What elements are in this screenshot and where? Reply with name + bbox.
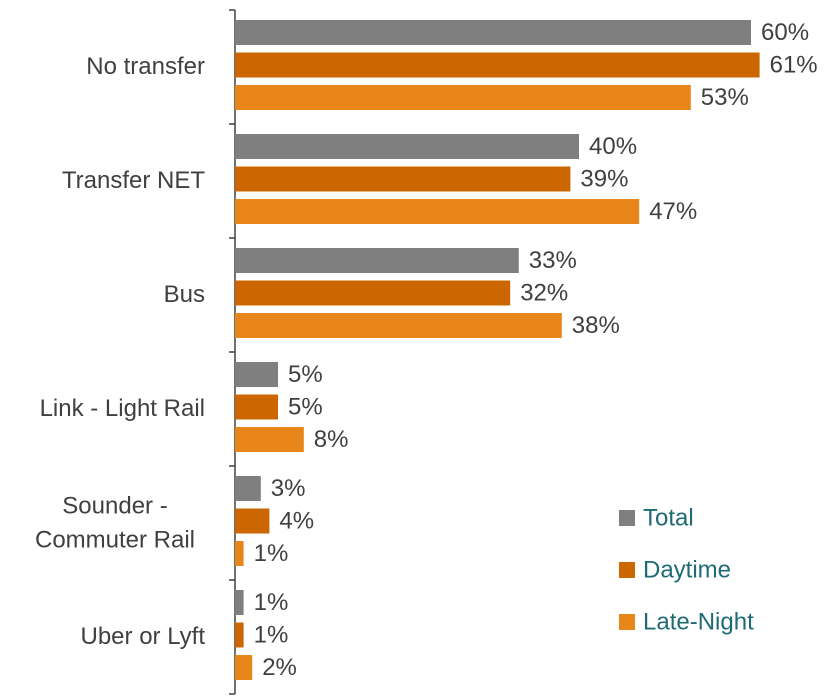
value-label: 53%	[701, 84, 749, 111]
bar	[235, 541, 244, 566]
bar	[235, 362, 278, 387]
value-label: 1%	[254, 621, 289, 648]
bar	[235, 508, 270, 534]
category-label: No transfer	[86, 53, 205, 81]
value-label: 33%	[529, 247, 577, 274]
value-label: 47%	[649, 198, 697, 225]
bar	[235, 622, 244, 648]
category-label: Uber or Lyft	[80, 623, 206, 651]
category-label: Bus	[163, 281, 205, 309]
bar	[235, 427, 304, 452]
value-label: 61%	[770, 51, 818, 78]
legend-swatch	[619, 562, 635, 578]
value-label: 39%	[580, 165, 628, 192]
bar	[235, 85, 691, 110]
value-label: 8%	[314, 426, 349, 453]
bar	[235, 590, 244, 615]
legend-swatch	[619, 614, 635, 630]
legend-label: Daytime	[643, 556, 731, 583]
value-label: 32%	[520, 279, 568, 306]
bar	[235, 199, 640, 224]
bar	[235, 655, 253, 680]
value-label: 38%	[572, 312, 620, 339]
bar	[235, 166, 571, 192]
category-label: Transfer NET	[61, 167, 205, 195]
bar	[235, 52, 760, 78]
value-label: 1%	[254, 589, 289, 616]
value-label: 4%	[279, 507, 314, 534]
category-label: Link - Light Rail	[39, 395, 205, 423]
bar	[235, 394, 278, 420]
value-label: 60%	[761, 19, 809, 46]
bar	[235, 134, 579, 159]
value-label: 2%	[262, 654, 297, 681]
bar	[235, 248, 519, 273]
value-label: 3%	[271, 475, 306, 502]
bar	[235, 313, 562, 338]
bar	[235, 20, 751, 45]
legend-label: Late-Night	[643, 608, 754, 635]
bar	[235, 476, 261, 501]
category-label: Sounder - Commuter Rail	[34, 492, 196, 553]
legend-swatch	[619, 510, 635, 526]
bar	[235, 280, 511, 306]
legend-label: Total	[643, 504, 694, 531]
value-label: 5%	[288, 393, 323, 420]
value-label: 5%	[288, 361, 323, 388]
value-label: 1%	[254, 540, 289, 567]
value-label: 40%	[589, 133, 637, 160]
